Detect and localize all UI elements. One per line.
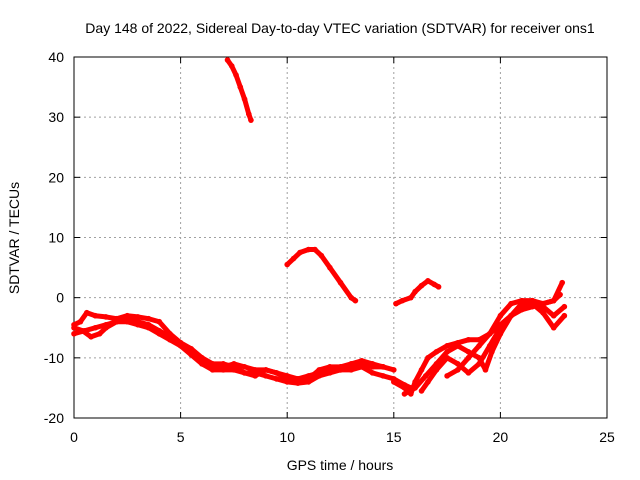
x-tick-label: 0 — [70, 429, 78, 445]
axis-ticks — [73, 56, 608, 419]
point-trail — [487, 325, 503, 349]
x-tick-labels: 0 5 10 15 20 25 — [70, 429, 615, 445]
series-high-arc — [224, 57, 254, 123]
series-rise-c — [418, 300, 568, 394]
y-axis-label: SDTVAR / TECUs — [6, 182, 22, 294]
y-tick-label: -20 — [44, 410, 64, 426]
data-point — [561, 303, 568, 310]
y-tick-label: 10 — [48, 230, 64, 246]
point-trail — [487, 313, 503, 337]
y-tick-label: 30 — [48, 109, 64, 125]
point-trail — [551, 280, 565, 304]
x-tick-label: 5 — [177, 429, 185, 445]
series-small-arc — [393, 278, 442, 307]
data-points — [71, 57, 568, 397]
point-trail — [338, 280, 354, 301]
x-axis-label: GPS time / hours — [287, 457, 394, 473]
y-tick-labels: -20 -10 0 10 20 30 40 — [44, 49, 64, 426]
series-main-band-b — [71, 318, 414, 391]
data-point — [561, 312, 568, 319]
chart-title: Day 148 of 2022, Sidereal Day-to-day VTE… — [85, 20, 595, 36]
data-point — [380, 364, 386, 370]
y-tick-label: 20 — [48, 169, 64, 185]
point-trail — [476, 343, 493, 367]
point-trail — [482, 349, 495, 373]
y-tick-label: 40 — [48, 49, 64, 65]
x-tick-label: 10 — [279, 429, 295, 445]
y-tick-label: -10 — [44, 350, 64, 366]
data-point — [391, 367, 397, 373]
point-trail — [489, 331, 503, 355]
x-tick-label: 15 — [386, 429, 402, 445]
series-rise-d — [444, 279, 566, 379]
data-point — [559, 279, 566, 286]
point-trail — [540, 310, 557, 331]
grid-lines — [74, 57, 607, 418]
y-tick-label: 0 — [56, 290, 64, 306]
series-mid-arc — [284, 246, 359, 304]
x-tick-label: 25 — [599, 429, 615, 445]
data-point — [352, 297, 359, 304]
series-main-band-c — [71, 315, 386, 382]
data-point — [248, 117, 254, 123]
point-trail — [327, 265, 343, 286]
data-point — [435, 284, 442, 290]
x-tick-label: 20 — [493, 429, 509, 445]
